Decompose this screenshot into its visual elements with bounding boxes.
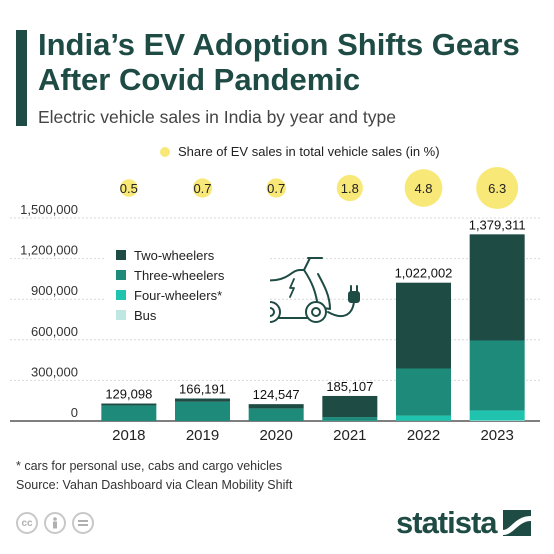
bar-threewheelers (322, 417, 378, 421)
share-legend-label: Share of EV sales in total vehicle sales… (178, 144, 440, 159)
legend-label: Four-wheelers* (134, 287, 223, 303)
share-bubble (404, 169, 443, 207)
share-legend: Share of EV sales in total vehicle sales… (160, 144, 440, 159)
legend-item: Four-wheelers* (116, 286, 270, 304)
bar-threewheelers (469, 340, 525, 411)
title-accent-bar (16, 30, 27, 126)
share-label: 6.3 (488, 181, 506, 196)
bar-total-label: 124,547 (253, 387, 300, 402)
legend-label: Three-wheelers (134, 267, 225, 283)
statista-logo[interactable]: statista (396, 505, 531, 541)
person-icon[interactable] (44, 512, 66, 534)
chart-title: India’s EV Adoption Shifts Gears After C… (38, 27, 520, 97)
bar-twowheelers (175, 398, 230, 402)
legend-swatch (116, 290, 126, 300)
bar-twowheelers (322, 395, 378, 418)
legend-item: Three-wheelers (116, 266, 270, 284)
share-bubble (266, 178, 286, 198)
bar-threewheelers (101, 405, 157, 421)
legend-item: Bus (116, 306, 270, 324)
bar-threewheelers (248, 408, 304, 421)
share-bubble (120, 179, 138, 197)
chart-legend: Two-wheelers Three-wheelers Four-wheelers*… (104, 238, 270, 324)
legend-swatch (116, 250, 126, 260)
y-tick-label: 300,000 (31, 364, 78, 379)
legend-label: Two-wheelers (134, 247, 215, 263)
x-tick-label: 2021 (333, 427, 366, 444)
bar-total-label: 129,098 (105, 387, 152, 402)
x-tick-label: 2023 (480, 427, 513, 444)
share-label: 0.7 (193, 181, 211, 196)
chart-subtitle: Electric vehicle sales in India by year … (38, 107, 396, 127)
share-bubble (336, 174, 363, 202)
share-dot-icon (160, 146, 170, 157)
share-label: 0.5 (120, 181, 138, 196)
footnote: * cars for personal use, cabs and cargo … (16, 459, 283, 473)
bar-total-label: 185,107 (326, 379, 373, 394)
share-bubble (192, 178, 213, 198)
bar-total-label: 1,022,002 (395, 266, 453, 281)
bar-twowheelers (396, 282, 451, 369)
brand-name: statista (396, 505, 498, 540)
x-tick-label: 2022 (407, 427, 440, 444)
bar-threewheelers (175, 401, 230, 421)
bar-twowheelers (248, 404, 304, 409)
x-tick-label: 2019 (186, 427, 219, 444)
y-tick-label: 900,000 (31, 283, 78, 298)
y-tick-label: 1,500,000 (20, 202, 78, 217)
bar-twowheelers (101, 403, 157, 406)
legend-item: Two-wheelers (116, 246, 270, 264)
y-tick-label: 0 (71, 405, 78, 420)
share-label: 0.7 (267, 181, 285, 196)
cc-icon[interactable]: cc (16, 512, 38, 534)
bar-fourwheelers (396, 415, 451, 421)
y-tick-label: 1,200,000 (20, 243, 78, 258)
bar-total-label: 1,379,311 (469, 217, 526, 232)
x-tick-label: 2020 (259, 427, 292, 444)
equal-icon[interactable] (72, 512, 94, 534)
share-label: 4.8 (414, 181, 432, 196)
source-note: Source: Vahan Dashboard via Clean Mobili… (16, 478, 293, 492)
x-tick-label: 2018 (112, 427, 145, 444)
y-tick-label: 600,000 (31, 324, 78, 339)
legend-label: Bus (134, 307, 157, 323)
legend-swatch (116, 310, 126, 320)
legend-swatch (116, 270, 126, 280)
bar-bus (469, 420, 525, 421)
share-bubble (476, 167, 519, 209)
license-icons: cc (16, 512, 94, 534)
share-label: 1.8 (341, 181, 359, 196)
bar-threewheelers (396, 368, 451, 416)
bar-twowheelers (469, 234, 525, 341)
bar-fourwheelers (469, 410, 525, 421)
bar-total-label: 166,191 (179, 382, 226, 397)
statista-mark-icon (502, 510, 531, 536)
